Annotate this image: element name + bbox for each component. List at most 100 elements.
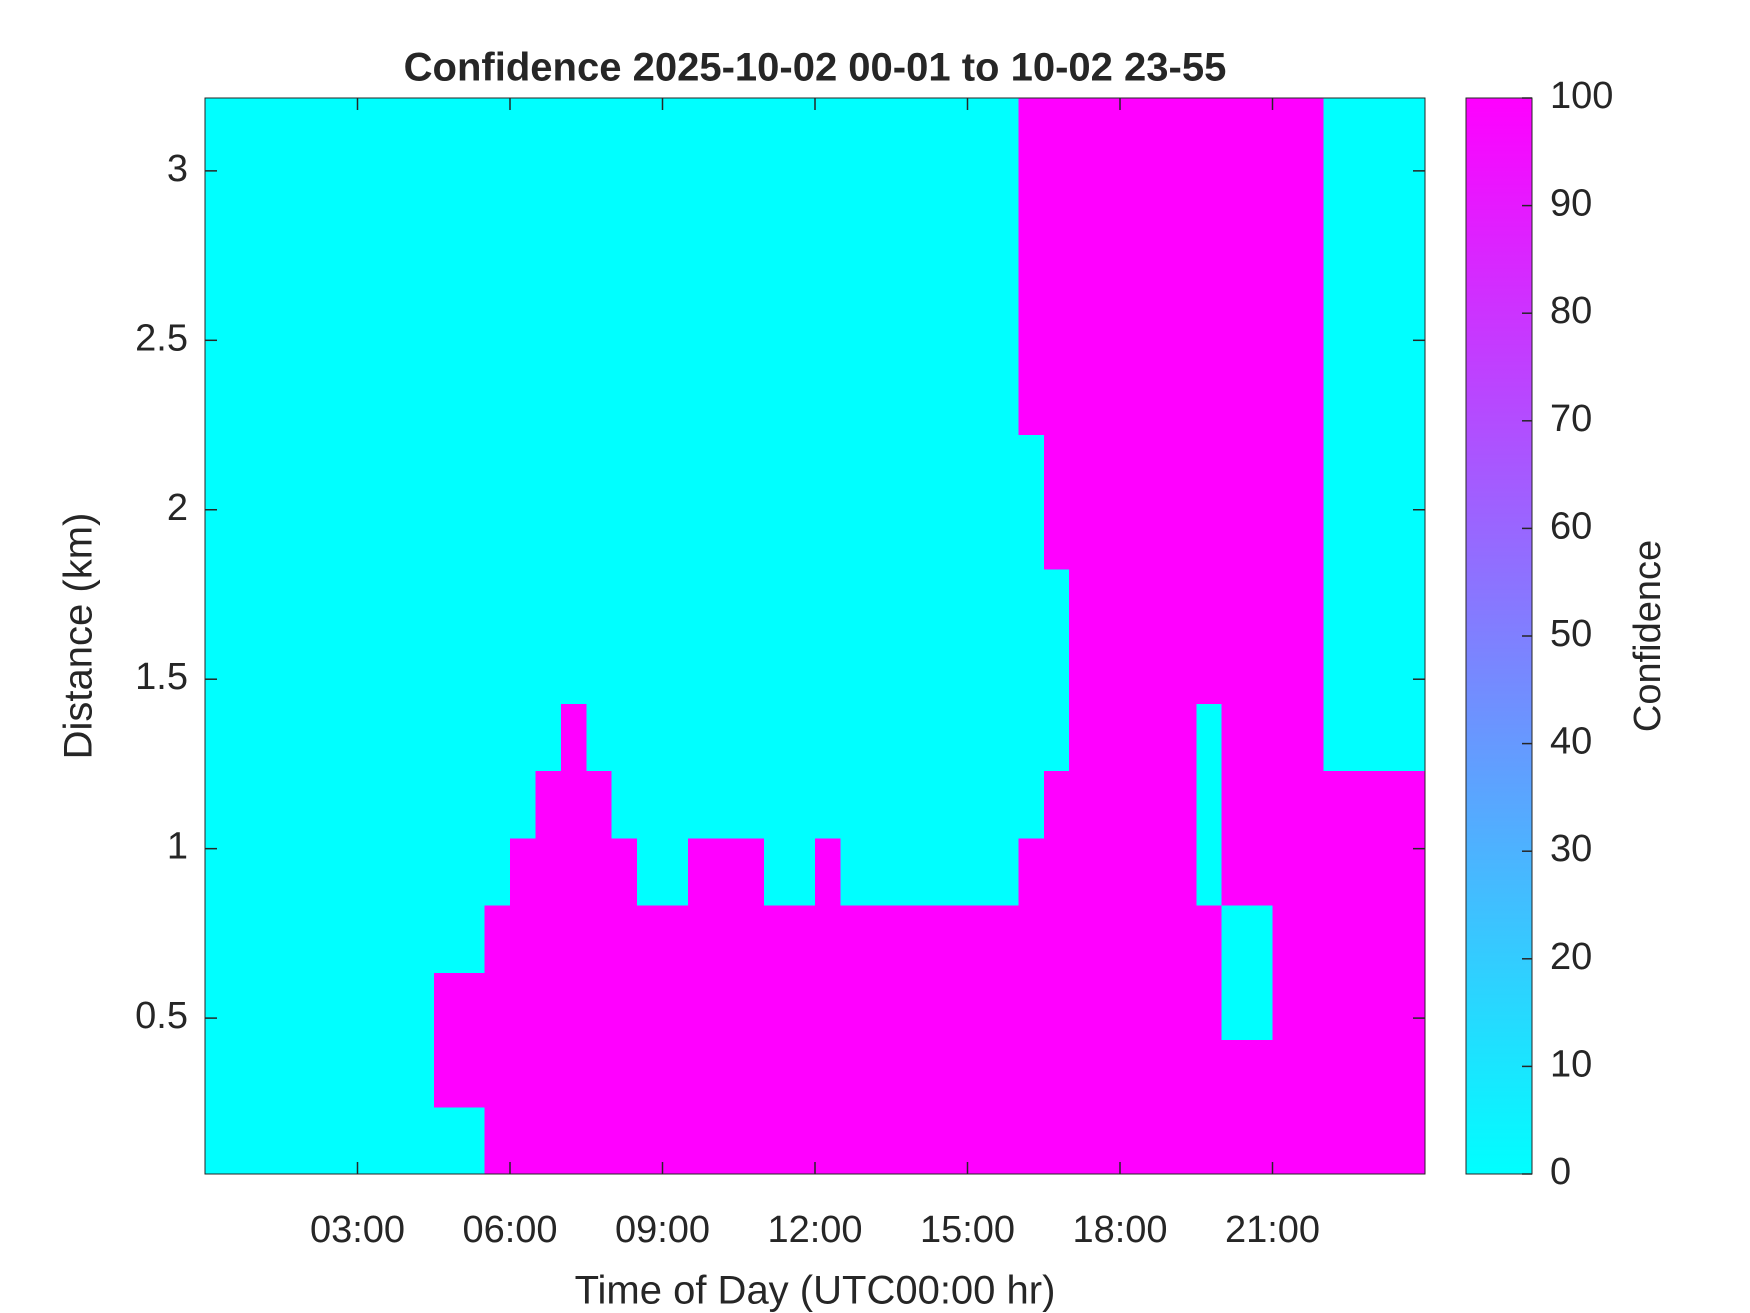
heatmap-cell <box>738 1106 765 1175</box>
heatmap-cell <box>205 501 232 570</box>
heatmap-cell <box>1374 837 1401 906</box>
y-tick-label: 2.5 <box>135 317 188 359</box>
heatmap-cell <box>484 232 511 301</box>
heatmap-cell <box>1221 703 1248 772</box>
heatmap-cell <box>942 165 969 234</box>
heatmap-cell <box>484 501 511 570</box>
heatmap-cell <box>1221 905 1248 973</box>
heatmap-cell <box>1221 434 1248 503</box>
heatmap-cell <box>1348 367 1375 435</box>
heatmap-cell <box>382 367 409 435</box>
heatmap-cell <box>382 703 409 772</box>
x-tick-label: 09:00 <box>615 1209 710 1251</box>
heatmap-cell <box>1399 232 1426 301</box>
heatmap-cell <box>789 434 816 503</box>
heatmap-cell <box>738 636 765 704</box>
heatmap-cell <box>637 367 664 435</box>
heatmap-cell <box>332 367 359 435</box>
heatmap-cell <box>1069 299 1096 368</box>
heatmap-cell <box>1069 434 1096 503</box>
heatmap-cell <box>764 165 791 234</box>
heatmap-cell <box>1120 367 1147 435</box>
heatmap-cell <box>1069 905 1096 973</box>
heatmap-cell <box>306 1039 333 1108</box>
heatmap-cell <box>1297 972 1324 1041</box>
heatmap-cell <box>815 703 842 772</box>
heatmap-cell <box>408 501 435 570</box>
heatmap-cell <box>789 568 816 637</box>
heatmap-cell <box>611 165 638 234</box>
heatmap-cell <box>230 232 257 301</box>
heatmap-cell <box>332 703 359 772</box>
heatmap-cell <box>687 837 714 906</box>
heatmap-cell <box>1323 837 1350 906</box>
heatmap-cell <box>1043 434 1070 503</box>
heatmap-cell <box>1374 1106 1401 1175</box>
heatmap-cell <box>459 837 486 906</box>
heatmap-cell <box>1272 434 1299 503</box>
heatmap-cell <box>815 636 842 704</box>
heatmap-cell <box>637 1106 664 1175</box>
heatmap-cell <box>433 905 460 973</box>
heatmap-cell <box>408 165 435 234</box>
heatmap-cell <box>764 1039 791 1108</box>
heatmap-cell <box>1170 1039 1197 1108</box>
heatmap-cell <box>1221 1039 1248 1108</box>
heatmap-cell <box>637 703 664 772</box>
heatmap-cell <box>992 1106 1019 1175</box>
heatmap-cell <box>535 770 562 839</box>
heatmap-cell <box>1120 905 1147 973</box>
heatmap-cell <box>891 905 918 973</box>
heatmap-cell <box>484 367 511 435</box>
heatmap-cell <box>637 972 664 1041</box>
heatmap-cell <box>484 703 511 772</box>
heatmap-cell <box>1069 636 1096 704</box>
heatmap-cell <box>382 636 409 704</box>
heatmap-cell <box>1247 568 1274 637</box>
heatmap-cell <box>382 770 409 839</box>
heatmap-cell <box>1069 770 1096 839</box>
heatmap-cell <box>1297 568 1324 637</box>
heatmap-cell <box>332 1039 359 1108</box>
heatmap-cell <box>1323 165 1350 234</box>
heatmap-cell <box>942 905 969 973</box>
heatmap-cell <box>1348 299 1375 368</box>
heatmap-cell <box>1221 501 1248 570</box>
heatmap-cell <box>789 367 816 435</box>
heatmap-cell <box>789 232 816 301</box>
heatmap-cell <box>510 770 537 839</box>
heatmap-cell <box>637 232 664 301</box>
heatmap-cell <box>1069 165 1096 234</box>
heatmap-cell <box>1094 367 1121 435</box>
heatmap-cell <box>459 972 486 1041</box>
heatmap-cell <box>992 299 1019 368</box>
heatmap-cell <box>1247 367 1274 435</box>
heatmap-cell <box>789 1106 816 1175</box>
heatmap-cell <box>255 434 282 503</box>
heatmap-cell <box>433 837 460 906</box>
heatmap-cell <box>840 905 867 973</box>
heatmap-cell <box>332 501 359 570</box>
y-axis-label: Distance (km) <box>57 513 101 760</box>
heatmap-cell <box>611 434 638 503</box>
heatmap-cell <box>586 501 613 570</box>
heatmap-cell <box>1399 1039 1426 1108</box>
heatmap-cell <box>510 837 537 906</box>
heatmap-cell <box>713 770 740 839</box>
heatmap-cell <box>1272 165 1299 234</box>
heatmap-cell <box>281 837 308 906</box>
heatmap-cell <box>992 1039 1019 1108</box>
heatmap-cell <box>230 434 257 503</box>
heatmap-cell <box>713 568 740 637</box>
heatmap-cell <box>281 165 308 234</box>
heatmap-cell <box>510 98 537 166</box>
heatmap-cell <box>1018 98 1045 166</box>
heatmap-cell <box>1120 837 1147 906</box>
heatmap-cell <box>510 972 537 1041</box>
heatmap-cell <box>764 905 791 973</box>
heatmap-cell <box>560 972 587 1041</box>
heatmap-cell <box>1297 165 1324 234</box>
heatmap-cell <box>560 770 587 839</box>
heatmap-cell <box>1399 972 1426 1041</box>
heatmap-cell <box>560 299 587 368</box>
